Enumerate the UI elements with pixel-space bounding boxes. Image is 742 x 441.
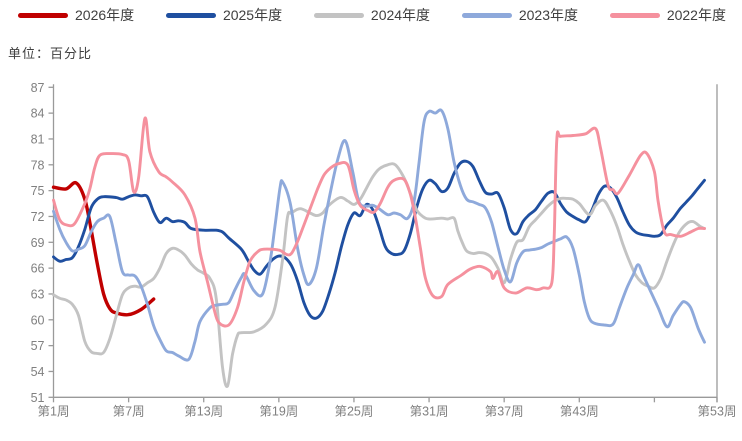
legend-item-2026: 2026年度 [18, 5, 134, 25]
x-tick-label: 第43周 [560, 404, 599, 418]
y-tick-label: 72 [31, 210, 45, 224]
x-tick-label: 第7周 [113, 404, 145, 418]
y-tick-label: 87 [31, 81, 45, 95]
y-tick-label: 75 [31, 184, 45, 198]
y-tick-label: 60 [31, 313, 45, 327]
legend-item-label: 2024年度 [370, 7, 431, 23]
x-tick-label: 第19周 [259, 404, 298, 418]
x-tick-label: 第1周 [38, 404, 70, 418]
legend-line-swatch [461, 12, 512, 18]
unit-label: 单位：百分比 [8, 46, 93, 61]
x-tick-label: 第31周 [410, 404, 449, 418]
series-line-2026 [51, 180, 156, 317]
y-tick-label: 54 [31, 365, 45, 379]
legend-item-2022: 2022年度 [609, 5, 726, 25]
y-tick-label: 78 [31, 158, 45, 172]
legend-line-swatch [18, 12, 68, 18]
x-tick-label: 第25周 [334, 404, 373, 418]
legend-item-2024: 2024年度 [313, 5, 431, 25]
legend-item-label: 2025年度 [222, 7, 283, 23]
series-line-2023 [52, 108, 706, 362]
chart-legend: 2026年度 2025年度 2024年度 2023年度 2022年度 [0, 4, 742, 26]
series-line-2025 [52, 159, 706, 320]
y-tick-label: 81 [31, 132, 45, 146]
legend-item-2025: 2025年度 [165, 5, 283, 25]
x-tick-label: 第53周 [698, 404, 737, 418]
legend-item-2023: 2023年度 [461, 5, 579, 25]
legend-item-label: 2026年度 [75, 7, 135, 23]
y-tick-label: 57 [31, 339, 45, 353]
legend-line-swatch [165, 12, 216, 18]
series-line-2022 [52, 116, 706, 328]
series-line-2024 [52, 162, 706, 388]
y-tick-label: 63 [31, 287, 45, 301]
y-tick-label: 84 [31, 107, 45, 121]
x-tick-label: 第13周 [184, 404, 223, 418]
legend-line-swatch [313, 12, 364, 18]
legend-item-label: 2023年度 [518, 7, 579, 23]
legend-item-label: 2022年度 [666, 7, 726, 23]
y-tick-label: 51 [31, 391, 45, 405]
x-tick-label: 第37周 [485, 404, 524, 418]
y-tick-label: 66 [31, 262, 45, 276]
legend-line-swatch [609, 12, 660, 18]
y-tick-label: 69 [31, 236, 45, 250]
